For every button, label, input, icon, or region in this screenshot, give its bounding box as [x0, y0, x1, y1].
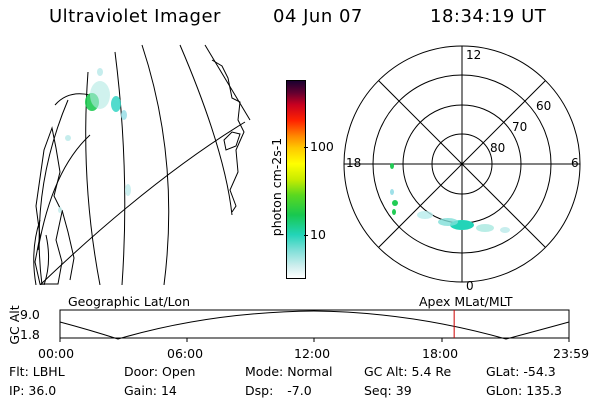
mlt-label-0: 0 — [466, 279, 474, 293]
timeline-right-title: Apex MLat/MLT — [419, 294, 513, 309]
info-glon: GLon: 135.3 — [486, 383, 562, 398]
meridian-line — [141, 44, 170, 285]
orbit-altitude-curve — [59, 310, 570, 340]
meridian-line — [179, 44, 233, 216]
color-scale-bar — [286, 80, 306, 279]
aurora-oval-emission — [390, 163, 510, 233]
info-flt: Flt: LBHL — [9, 364, 65, 379]
info-mode: Mode: Normal — [245, 364, 333, 379]
parallel-line — [43, 234, 50, 285]
observation-date: 04 Jun 07 — [273, 6, 363, 27]
meridian-line — [204, 44, 251, 121]
mlt-label-18: 18 — [346, 156, 361, 170]
timeline-xtick-1800: 18:00 — [422, 346, 459, 361]
info-gain: Gain: 14 — [124, 383, 177, 398]
parallel-line — [54, 93, 91, 106]
instrument-title: Ultraviolet Imager — [49, 6, 221, 27]
mlt-label-12: 12 — [466, 48, 481, 62]
timeline-ytick-min: 1.8 — [20, 327, 40, 342]
info-glat: GLat: -54.3 — [486, 364, 556, 379]
colorbar-tick-label-10: 10 — [310, 227, 326, 242]
meridian-line — [114, 51, 126, 285]
timeline-ytick-max: 9.0 — [20, 307, 40, 322]
timeline-xtick-2359: 23:59 — [553, 346, 590, 361]
colorbar-tick — [304, 235, 308, 236]
info-door: Door: Open — [124, 364, 196, 379]
timeline-xtick-0000: 00:00 — [38, 346, 75, 361]
coastline — [61, 209, 75, 281]
parallel-line — [39, 121, 246, 285]
timeline-x-ticks — [59, 338, 570, 342]
coastline — [34, 126, 63, 285]
info-dsp: Dsp: -7.0 — [245, 383, 312, 398]
lat-label-60: 60 — [536, 99, 551, 113]
lat-label-70: 70 — [512, 120, 527, 134]
meridian-line — [38, 99, 69, 285]
coastline — [211, 59, 245, 213]
info-ip: IP: 36.0 — [9, 383, 57, 398]
info-seq: Seq: 39 — [364, 383, 412, 398]
aurora-emission — [58, 68, 131, 213]
timeline-xtick-1200: 12:00 — [294, 346, 331, 361]
coastline — [223, 131, 241, 151]
mlt-label-6: 6 — [571, 156, 579, 170]
lat-label-80: 80 — [490, 141, 505, 155]
colorbar-tick — [304, 147, 308, 148]
observation-time: 18:34:19 UT — [430, 6, 547, 27]
timeline-left-title: Geographic Lat/Lon — [68, 294, 190, 309]
colorbar-tick-label-100: 100 — [310, 139, 334, 154]
polar-diagonal — [378, 80, 546, 248]
info-gc-alt: GC Alt: 5.4 Re — [364, 364, 452, 379]
timeline-xtick-0600: 06:00 — [167, 346, 204, 361]
